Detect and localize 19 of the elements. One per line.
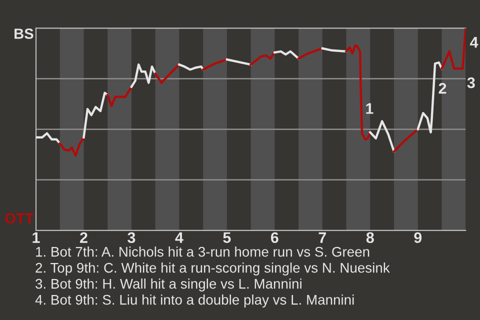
x-tick-label: 8 — [366, 232, 374, 244]
x-tick-label: 9 — [414, 232, 422, 244]
annotation: 2 — [438, 82, 446, 94]
annotation: 4 — [470, 37, 478, 48]
x-tick-label: 7 — [318, 232, 326, 243]
x-tick-label: 4 — [175, 232, 184, 243]
x-tick-label: 6 — [270, 232, 278, 244]
text: BS — [14, 28, 34, 39]
text: OTT — [5, 213, 34, 224]
text: 1. Bot 7th: A. Nichols hit a 3-run home run vs S. Green — [36, 246, 370, 257]
x-tick-label: 5 — [223, 232, 231, 244]
x-tick-label: 3 — [128, 232, 136, 244]
text: 2. Top 9th: C. White hit a run-scoring single vs N. Nuesink — [36, 262, 390, 276]
x-tick-label: 2 — [80, 232, 88, 243]
x-tick-label: 1 — [32, 232, 40, 243]
annotation: 1 — [366, 103, 374, 114]
text: 4. Bot 9th: S. Liu hit into a double play vs L. Mannini — [35, 294, 354, 308]
annotation: 3 — [467, 77, 475, 88]
text: 3. Bot 9th: H. Wall hit a single vs L. Mannini — [36, 278, 302, 292]
